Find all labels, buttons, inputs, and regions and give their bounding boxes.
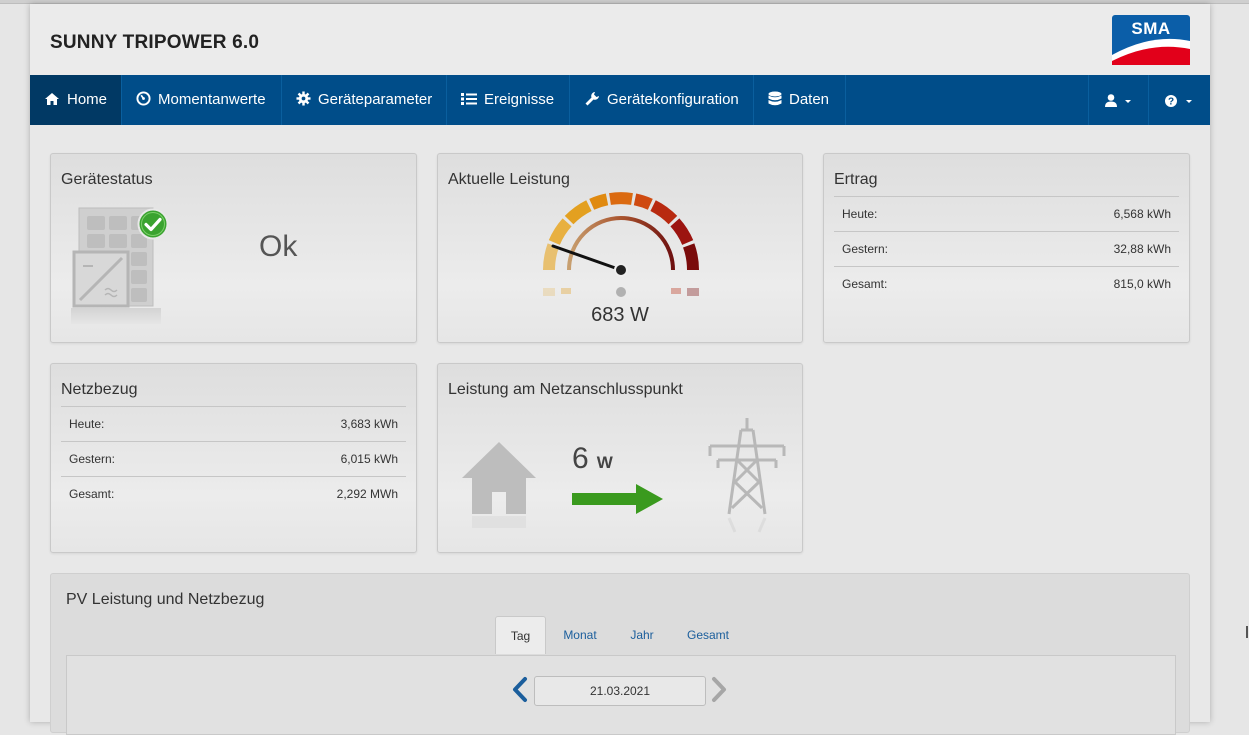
- nav-daten[interactable]: Daten: [754, 75, 846, 125]
- app-title: SUNNY TRIPOWER 6.0: [50, 32, 260, 53]
- grid-draw-row-today: Heute: 3,683 kWh: [61, 406, 406, 441]
- device-status-title: Gerätestatus: [61, 171, 153, 188]
- tab-tag[interactable]: Tag: [495, 616, 546, 654]
- yield-title: Ertrag: [834, 171, 878, 188]
- main-navbar: Home Momentanwerte Geräteparameter Ereig…: [30, 75, 1210, 125]
- help-icon: ?: [1164, 94, 1192, 107]
- nav-geraeteparameter-label: Geräteparameter: [318, 91, 433, 108]
- yield-row-total: Gesamt: 815,0 kWh: [834, 266, 1179, 301]
- grid-point-value: 6: [572, 442, 589, 475]
- gauge-icon: [136, 91, 151, 106]
- nav-momentanwerte-label: Momentanwerte: [158, 91, 266, 108]
- grid-draw-list: Heute: 3,683 kWh Gestern: 6,015 kWh Gesa…: [61, 406, 406, 511]
- sma-logo-icon: [1112, 15, 1190, 65]
- list-icon: [461, 92, 477, 105]
- current-power-title: Aktuelle Leistung: [448, 171, 570, 188]
- yield-row-yesterday: Gestern: 32,88 kWh: [834, 231, 1179, 266]
- grid-draw-row-yesterday: Gestern: 6,015 kWh: [61, 441, 406, 476]
- gear-icon: [296, 91, 311, 106]
- pv-chart-panel: PV Leistung und Netzbezug Tag Monat Jahr…: [50, 573, 1190, 735]
- home-icon: [45, 92, 59, 105]
- house-icon: [462, 442, 536, 528]
- inverter-icon: [71, 207, 161, 324]
- nav-ereignisse-label: Ereignisse: [484, 91, 555, 108]
- grid-draw-yesterday-value: 6,015 kWh: [340, 452, 398, 466]
- yield-total-value: 815,0 kWh: [1113, 277, 1171, 291]
- feed-arrow-right-icon: [572, 484, 663, 514]
- header: SUNNY TRIPOWER 6.0 SMA: [30, 4, 1210, 75]
- scrollbar-edge: [1246, 626, 1248, 638]
- power-gauge-icon: [542, 192, 700, 297]
- status-ok-check-icon: [137, 208, 169, 240]
- user-icon: [1104, 93, 1131, 107]
- power-pylon-icon: [708, 418, 786, 533]
- grid-draw-panel: Netzbezug Heute: 3,683 kWh Gestern: 6,01…: [50, 363, 417, 553]
- grid-draw-total-value: 2,292 MWh: [336, 487, 398, 501]
- yield-yesterday-value: 32,88 kWh: [1113, 242, 1171, 256]
- grid-draw-yesterday-label: Gestern:: [69, 452, 116, 466]
- yield-today-value: 6,568 kWh: [1113, 207, 1171, 221]
- prev-date-button[interactable]: [511, 676, 529, 704]
- yield-total-label: Gesamt:: [842, 277, 888, 291]
- grid-point-title: Leistung am Netzanschlusspunkt: [448, 381, 683, 398]
- date-field[interactable]: 21.03.2021: [534, 676, 706, 706]
- user-menu[interactable]: [1088, 75, 1148, 125]
- database-icon: [768, 91, 782, 105]
- nav-momentanwerte[interactable]: Momentanwerte: [122, 75, 282, 125]
- help-menu[interactable]: ?: [1148, 75, 1210, 125]
- nav-ereignisse[interactable]: Ereignisse: [447, 75, 570, 125]
- nav-home[interactable]: Home: [30, 75, 122, 125]
- yield-row-today: Heute: 6,568 kWh: [834, 196, 1179, 231]
- pv-chart-title: PV Leistung und Netzbezug: [66, 591, 265, 608]
- device-status-value: Ok: [259, 230, 298, 263]
- grid-draw-total-label: Gesamt:: [69, 487, 115, 501]
- tab-monat[interactable]: Monat: [563, 628, 597, 642]
- grid-draw-today-label: Heute:: [69, 417, 105, 431]
- nav-geraeteparameter[interactable]: Geräteparameter: [282, 75, 447, 125]
- yield-yesterday-label: Gestern:: [842, 242, 889, 256]
- device-status-panel: Gerätestatus Ok: [50, 153, 417, 343]
- nav-geraetekonfiguration-label: Gerätekonfiguration: [607, 91, 739, 108]
- nav-geraetekonfiguration[interactable]: Gerätekonfiguration: [570, 75, 754, 125]
- svg-text:?: ?: [1167, 96, 1173, 107]
- next-date-button[interactable]: [710, 676, 728, 704]
- current-power-panel: Aktuelle Leistung: [437, 153, 803, 343]
- browser-top-edge: [0, 0, 1249, 4]
- nav-daten-label: Daten: [789, 91, 830, 108]
- logo-text: SMA: [1131, 19, 1171, 38]
- yield-list: Heute: 6,568 kWh Gestern: 32,88 kWh Gesa…: [834, 196, 1179, 301]
- sma-logo[interactable]: SMA: [1112, 15, 1190, 65]
- grid-draw-today-value: 3,683 kWh: [340, 417, 398, 431]
- grid-point-unit: W: [596, 453, 613, 472]
- yield-today-label: Heute:: [842, 207, 878, 221]
- wrench-icon: [585, 91, 599, 106]
- tab-gesamt[interactable]: Gesamt: [686, 628, 729, 642]
- grid-draw-row-total: Gesamt: 2,292 MWh: [61, 476, 406, 511]
- grid-draw-title: Netzbezug: [61, 381, 138, 398]
- page-container: SUNNY TRIPOWER 6.0 SMA Home Momentanwert…: [30, 4, 1210, 735]
- yield-panel: Ertrag Heute: 6,568 kWh Gestern: 32,88 k…: [823, 153, 1190, 343]
- current-power-value: 683 W: [591, 304, 649, 326]
- tab-jahr[interactable]: Jahr: [630, 628, 654, 642]
- chart-area: 21.03.2021: [66, 655, 1176, 735]
- nav-home-label: Home: [67, 91, 108, 108]
